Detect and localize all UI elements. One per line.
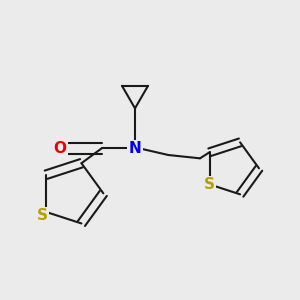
Text: S: S — [204, 177, 215, 192]
Text: O: O — [53, 141, 67, 156]
Text: N: N — [129, 141, 141, 156]
Text: S: S — [37, 208, 48, 223]
